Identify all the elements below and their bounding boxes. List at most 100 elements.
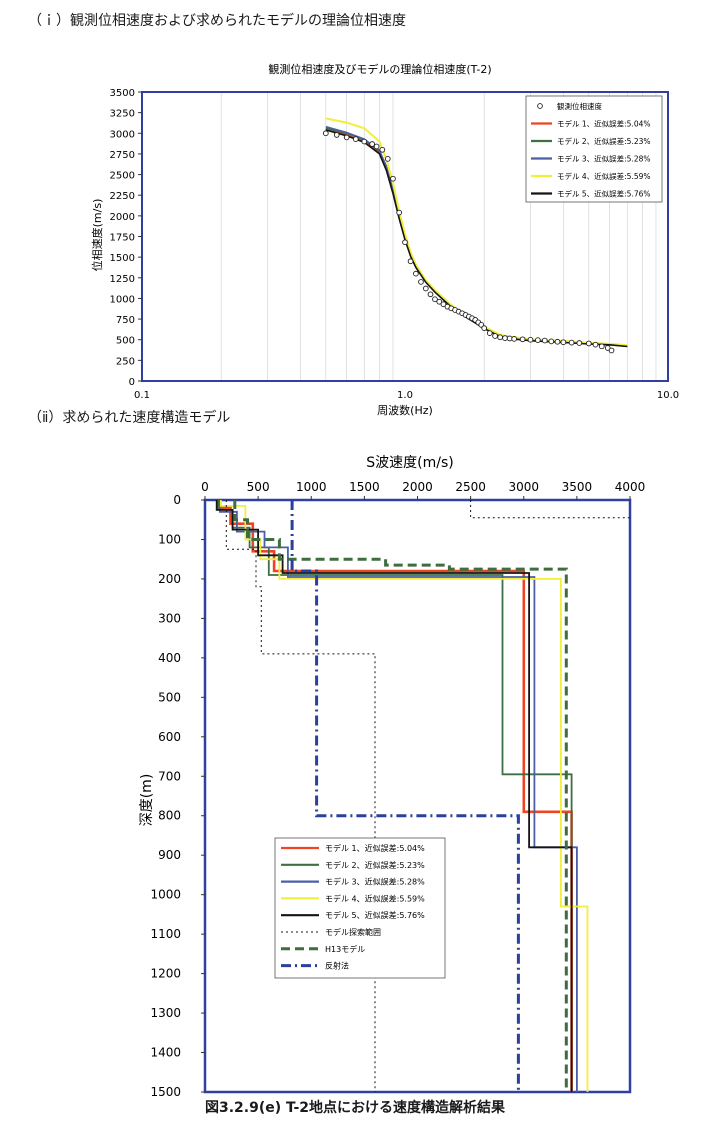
chart1-y-tick-label: 2500 [110, 171, 135, 182]
chart2-y-tick-label: 400 [158, 651, 181, 665]
chart1-x-tick-label: 0.1 [134, 390, 150, 401]
chart2-y-tick-label: 100 [158, 532, 181, 546]
chart1-legend-label: 観測位相速度 [557, 101, 602, 111]
chart2-y-tick-label: 800 [158, 809, 181, 823]
chart2-y-tick-label: 200 [158, 572, 181, 586]
chart1-observed-point [379, 146, 386, 153]
chart1-observed-point [560, 339, 567, 346]
chart2-y-tick-label: 600 [158, 730, 181, 744]
chart1-observed-point [519, 336, 526, 343]
chart1-observed-point [373, 143, 380, 150]
chart1-observed-point [502, 335, 508, 341]
chart1-observed-point [407, 258, 414, 265]
chart2-series-line-4 [220, 500, 589, 1092]
chart1-observed-point [568, 339, 575, 346]
chart1-observed-point [497, 334, 503, 341]
chart2-y-tick-label: 500 [158, 690, 181, 704]
chart2-y-tick-label: 900 [158, 848, 181, 862]
chart2-x-tick-label: 500 [247, 480, 270, 494]
chart1-observed-point [432, 296, 438, 303]
chart2-x-axis-label: S波速度(m/s) [366, 455, 453, 471]
chart2-axes: 0 500 1000 1500 2000 2500 3000 3500 4000 0 100 200 3… [150, 480, 645, 1099]
chart2-y-tick-label: 1200 [150, 967, 181, 981]
chart1-observed-point [361, 138, 368, 145]
chart2-legend-label: モデル 5、近似誤差:5.76% [325, 910, 425, 920]
chart1-y-tick-label: 3000 [110, 129, 135, 140]
section-heading-phase-velocity: （ｉ）観測位相速度および求められたモデルの理論位相速度 [28, 13, 406, 29]
chart1-observed-point [390, 175, 396, 182]
chart1-x-tick-label: 10.0 [657, 390, 679, 401]
chart2-legend-label: モデル 3、近似誤差:5.28% [325, 877, 425, 887]
chart2-series-line-1 [216, 500, 573, 1092]
chart1-observed-point [418, 279, 424, 285]
chart1-y-tick-label: 2250 [110, 191, 135, 202]
chart1-observed-point [592, 341, 599, 348]
chart1-observed-point [608, 347, 615, 354]
chart1-y-tick-label: 1750 [110, 233, 135, 244]
chart2-x-tick-label: 2000 [402, 480, 433, 494]
phase-velocity-chart: 観測位相速度及びモデルの理論位相速度(T-2) 0 250 500 750 1000 12… [90, 62, 679, 417]
chart1-legend-label: モデル 1、近似誤差:5.04% [557, 119, 651, 129]
chart1-observed-point [486, 330, 493, 336]
chart2-series-line-5 [215, 500, 573, 1092]
chart2-legend-label: 反射法 [325, 961, 349, 971]
chart1-observed-point [585, 340, 592, 347]
chart1-y-tick-label: 1500 [110, 253, 135, 264]
chart2-x-tick-label: 1500 [349, 480, 380, 494]
chart1-legend-label: モデル 3、近似誤差:5.28% [557, 154, 651, 164]
chart2-y-tick-label: 1000 [150, 888, 181, 902]
chart1-observed-point [436, 298, 443, 305]
chart1-observed-point [352, 136, 359, 142]
chart2-x-tick-label: 3500 [562, 480, 593, 494]
chart2-series-line-9 [290, 500, 520, 1092]
chart2-legend: モデル 1、近似誤差:5.04% モデル 2、近似誤差:5.23% モデル 3、近似… [274, 837, 446, 979]
chart1-x-tick-label: 1.0 [397, 390, 413, 401]
chart1-y-axis-label: 位相速度(m/s) [90, 199, 104, 272]
chart2-y-axis-label: 深度(m) [139, 774, 155, 827]
chart2-legend-label: モデル 4、近似誤差:5.59% [325, 893, 425, 903]
chart1-title: 観測位相速度及びモデルの理論位相速度(T-2) [268, 62, 491, 76]
chart1-observed-point [333, 132, 340, 138]
chart1-observed-point [548, 338, 555, 345]
chart1-observed-point [396, 209, 402, 216]
chart1-y-tick-label: 2750 [110, 150, 135, 161]
chart2-x-tick-label: 2500 [455, 480, 486, 494]
chart1-observed-point [481, 325, 488, 332]
chart2-series-line-8 [233, 500, 568, 1092]
chart1-observed-point [413, 270, 419, 277]
figure-caption: 図3.2.9(e) T-2地点における速度構造解析結果 [204, 1100, 506, 1116]
chart1-observed-point [402, 239, 408, 246]
chart1-observed-point [422, 285, 429, 292]
chart2-y-tick-label: 700 [158, 769, 181, 783]
chart1-x-axis-label: 周波数(Hz) [377, 404, 433, 417]
chart2-x-tick-label: 1000 [296, 480, 327, 494]
chart1-y-tick-label: 1000 [110, 294, 135, 305]
chart2-y-tick-label: 0 [173, 493, 181, 507]
chart2-legend-label: H13モデル [325, 944, 365, 954]
chart2-x-tick-label: 0 [201, 480, 209, 494]
chart1-y-tick-label: 3500 [110, 88, 135, 99]
chart1-observed-point [576, 340, 583, 346]
chart1-observed-point [440, 301, 447, 308]
chart1-observed-point [511, 336, 517, 342]
chart1-y-tick-label: 250 [116, 356, 135, 367]
chart1-legend-label: モデル 2、近似誤差:5.23% [557, 136, 651, 146]
chart2-y-tick-label: 1400 [150, 1046, 181, 1060]
chart1-legend-box [525, 95, 663, 203]
chart2-series-line-6 [225, 500, 376, 1092]
chart1-observed-point [369, 141, 375, 147]
chart2-series-line-7 [470, 500, 630, 519]
chart1-legend-label: モデル 4、近似誤差:5.59% [557, 171, 651, 181]
chart1-observed-point [427, 291, 434, 298]
chart1-y-tick-label: 500 [116, 336, 135, 347]
chart1-observed-point [535, 337, 541, 343]
chart1-observed-point [554, 338, 561, 345]
chart1-y-tick-label: 0 [129, 377, 135, 388]
chart1-observed-point [527, 336, 534, 343]
chart1-observed-point [541, 337, 548, 344]
chart1-observed-points [322, 130, 615, 354]
chart1-observed-point [384, 156, 391, 162]
chart1-y-tick-label: 2000 [110, 212, 135, 223]
